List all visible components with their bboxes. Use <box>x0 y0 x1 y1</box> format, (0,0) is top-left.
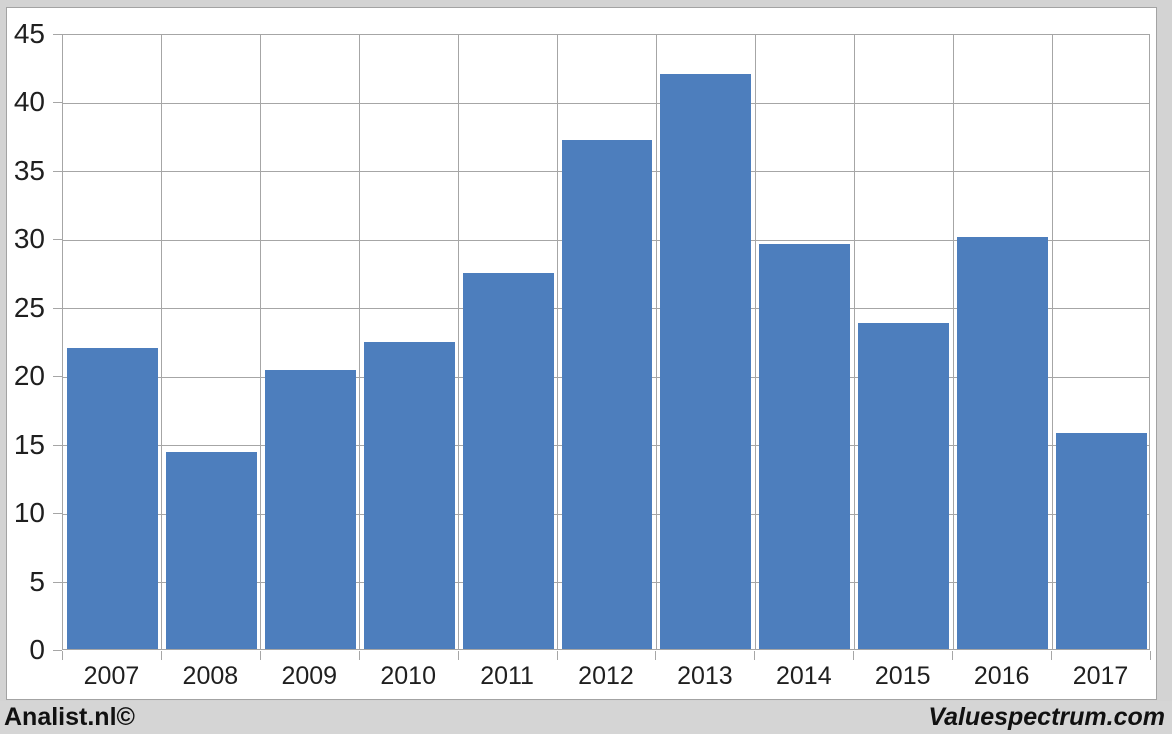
v-gridline-2 <box>260 35 262 649</box>
x-tick-11 <box>1150 651 1151 660</box>
bar-2010 <box>363 342 455 649</box>
y-tick-20 <box>53 376 62 378</box>
x-tick-1 <box>160 651 162 660</box>
x-tick-3 <box>358 651 360 660</box>
x-axis-label-2014: 2014 <box>776 662 832 690</box>
y-axis-label-30: 30 <box>13 223 45 255</box>
y-tick-10 <box>53 513 62 515</box>
x-tick-6 <box>655 651 657 660</box>
y-tick-45 <box>53 34 62 35</box>
x-tick-4 <box>457 651 459 660</box>
y-axis-label-35: 35 <box>13 154 45 186</box>
h-gridline-40 <box>63 102 1149 104</box>
v-gridline-5 <box>557 35 559 649</box>
y-tick-35 <box>53 170 62 172</box>
x-axis-label-2015: 2015 <box>874 662 931 690</box>
bar-2007 <box>67 347 158 649</box>
plot-area <box>62 34 1150 650</box>
v-gridline-1 <box>161 35 163 649</box>
bar-2016 <box>957 236 1049 649</box>
bar-2011 <box>462 272 554 649</box>
y-tick-15 <box>53 444 62 446</box>
bar-2017 <box>1056 432 1147 649</box>
x-tick-10 <box>1051 651 1053 660</box>
y-tick-30 <box>53 239 62 241</box>
y-axis-label-10: 10 <box>13 497 45 529</box>
y-tick-5 <box>53 581 62 583</box>
x-axis-label-2007: 2007 <box>83 662 140 690</box>
y-axis-label-45: 45 <box>13 18 45 49</box>
v-gridline-6 <box>655 35 657 649</box>
bar-2014 <box>759 243 851 649</box>
x-tick-7 <box>754 651 756 660</box>
y-axis-label-20: 20 <box>13 360 45 392</box>
bar-2009 <box>264 369 356 649</box>
x-tick-8 <box>853 651 855 660</box>
x-tick-5 <box>556 651 558 660</box>
footer-brand-left: Analist.nl© <box>4 703 135 731</box>
v-gridline-7 <box>754 35 756 649</box>
y-tick-40 <box>53 102 62 104</box>
bar-2013 <box>660 74 752 649</box>
x-axis-label-2008: 2008 <box>182 662 239 690</box>
x-tick-0 <box>62 651 63 660</box>
x-axis-label-2013: 2013 <box>677 662 733 690</box>
footer: Analist.nl© Valuespectrum.com <box>0 701 1172 734</box>
v-gridline-9 <box>952 35 954 649</box>
y-tick-25 <box>53 307 62 309</box>
v-gridline-8 <box>853 35 855 649</box>
y-axis-label-15: 15 <box>13 428 45 460</box>
x-axis-label-2012: 2012 <box>578 662 634 690</box>
v-gridline-3 <box>359 35 361 649</box>
x-axis-label-2010: 2010 <box>380 662 436 690</box>
bar-2012 <box>561 139 653 649</box>
y-axis-label-5: 5 <box>29 565 45 597</box>
v-gridline-10 <box>1051 35 1053 649</box>
x-axis-label-2017: 2017 <box>1072 662 1129 690</box>
x-axis-label-2009: 2009 <box>281 662 338 690</box>
y-axis-label-25: 25 <box>13 291 45 323</box>
y-tick-0 <box>53 650 62 651</box>
v-gridline-4 <box>458 35 460 649</box>
bar-2008 <box>165 451 257 649</box>
footer-brand-right: Valuespectrum.com <box>928 703 1165 731</box>
x-axis-label-2016: 2016 <box>973 662 1030 690</box>
y-axis-label-0: 0 <box>29 634 45 665</box>
x-axis-label-2011: 2011 <box>480 662 534 690</box>
y-axis-label-40: 40 <box>13 86 45 118</box>
x-tick-2 <box>259 651 261 660</box>
x-tick-9 <box>952 651 954 660</box>
bar-2015 <box>858 323 950 649</box>
